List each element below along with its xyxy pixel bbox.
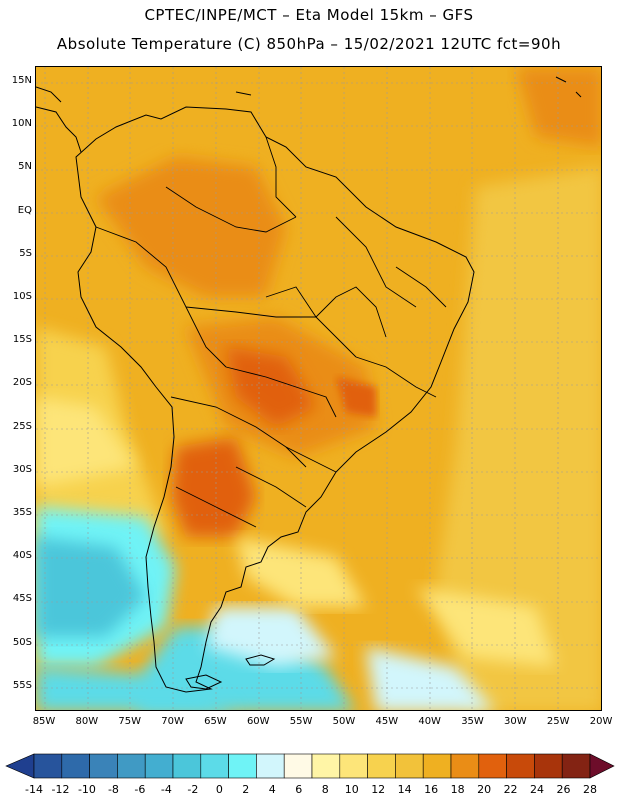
- caribbean-islands: [235, 76, 582, 98]
- colorbar-label: 10: [344, 783, 359, 796]
- lon-label: 40W: [418, 716, 441, 727]
- temperature-map: [36, 67, 601, 710]
- lat-label: 55S: [12, 679, 32, 691]
- title-line-2: Absolute Temperature (C) 850hPa – 15/02/…: [56, 35, 562, 53]
- colorbar-arrow-right: [589, 753, 615, 779]
- colorbar: [5, 753, 615, 779]
- lat-label: 30S: [12, 463, 32, 475]
- lat-label: EQ: [17, 204, 32, 216]
- colorbar-swatch: [117, 753, 146, 779]
- map-panel: [35, 66, 602, 711]
- lon-label: 25W: [546, 716, 570, 727]
- colorbar-label: -4: [160, 783, 172, 796]
- field-chaco-hot: [226, 347, 316, 427]
- colorbar-swatch: [283, 753, 313, 779]
- lon-label: 70W: [161, 716, 184, 727]
- colorbar-swatch: [61, 753, 90, 779]
- lat-label: 20S: [12, 377, 32, 389]
- colorbar-swatch: [33, 753, 63, 779]
- falkland-islands: [245, 654, 276, 666]
- colorbar-label: 24: [530, 783, 545, 796]
- colorbar-label: -2: [187, 783, 199, 796]
- colorbar-label: 28: [583, 783, 597, 796]
- tierra-del-fuego: [185, 674, 223, 690]
- colorbar-label: 6: [295, 783, 303, 796]
- lon-label: 60W: [246, 716, 270, 727]
- colorbar-label: 4: [268, 783, 276, 796]
- lon-label: 75W: [118, 716, 141, 727]
- colorbar-swatch: [506, 753, 535, 779]
- colorbar-swatch: [200, 753, 229, 779]
- lat-label: 50S: [12, 636, 32, 648]
- field-southwest-cold: [36, 667, 234, 710]
- lon-label: 65W: [204, 716, 227, 727]
- colorbar-label: 18: [450, 783, 465, 796]
- colorbar-label: -10: [77, 783, 96, 796]
- lon-label: 80W: [75, 716, 99, 727]
- field-pacific-cool: [36, 397, 136, 487]
- colorbar-label: 22: [503, 783, 518, 796]
- lon-label: 35W: [461, 716, 484, 727]
- colorbar-swatch: [144, 753, 174, 779]
- colorbar-label: 26: [556, 783, 571, 796]
- colorbar-label: 14: [397, 783, 412, 796]
- field-patagonia-cool: [206, 607, 336, 667]
- colorbar-label: 0: [215, 783, 223, 796]
- colorbar-label: 2: [242, 783, 250, 796]
- lat-label: 5S: [19, 247, 32, 259]
- lon-label: 85W: [32, 716, 56, 727]
- colorbar-arrow-left: [5, 753, 35, 779]
- colorbar-swatch: [450, 753, 480, 779]
- country-borders: [95, 136, 447, 528]
- lon-label: 55W: [289, 716, 313, 727]
- lat-label: 25S: [12, 420, 32, 432]
- field-south-pacific-colder: [36, 537, 146, 637]
- colorbar-swatch: [395, 753, 424, 779]
- field-atlantic-nw-warm: [516, 67, 601, 147]
- title-line-1: CPTEC/INPE/MCT – Eta Model 15km – GFS: [144, 6, 474, 24]
- lat-label: 10S: [12, 291, 32, 302]
- field-ocean-east: [436, 167, 601, 710]
- lat-label: 15S: [12, 334, 32, 346]
- lat-label: 35S: [12, 507, 32, 518]
- coastline-central-america: [36, 86, 82, 153]
- colorbar-swatch: [561, 753, 591, 779]
- lat-label: 45S: [12, 593, 32, 605]
- colorbar-swatch: [89, 753, 118, 779]
- lon-label: 20W: [589, 716, 613, 727]
- lat-label: 5N: [18, 161, 32, 173]
- colorbar-label: 16: [424, 783, 439, 796]
- colorbar-swatch: [339, 753, 368, 779]
- lon-label: 45W: [375, 716, 399, 727]
- colorbar-label: 20: [477, 783, 492, 796]
- lat-label: 10N: [11, 118, 32, 130]
- field-amazon-warm: [96, 157, 286, 297]
- colorbar-swatch: [172, 753, 202, 779]
- lon-label: 30W: [504, 716, 527, 727]
- colorbar-swatch: [311, 753, 341, 779]
- lat-label: 40S: [12, 550, 32, 562]
- lat-label: 15N: [11, 75, 32, 86]
- coastline-south-america: [75, 106, 475, 693]
- colorbar-swatch: [534, 753, 563, 779]
- colorbar-label: -6: [134, 783, 146, 796]
- field-atlantic-mild: [416, 587, 556, 667]
- colorbar-label: -8: [107, 783, 119, 796]
- colorbar-swatch: [256, 753, 285, 779]
- colorbar-label: 8: [321, 783, 329, 796]
- colorbar-swatch: [478, 753, 507, 779]
- field-argentina-hot: [171, 437, 256, 537]
- colorbar-swatch: [228, 753, 257, 779]
- lon-label: 50W: [332, 716, 356, 727]
- colorbar-swatch: [422, 753, 452, 779]
- colorbar-label: -12: [51, 783, 70, 796]
- field-southeast-hot: [336, 377, 376, 417]
- colorbar-label: 12: [371, 783, 386, 796]
- colorbar-label: -14: [25, 783, 43, 796]
- colorbar-swatch: [367, 753, 396, 779]
